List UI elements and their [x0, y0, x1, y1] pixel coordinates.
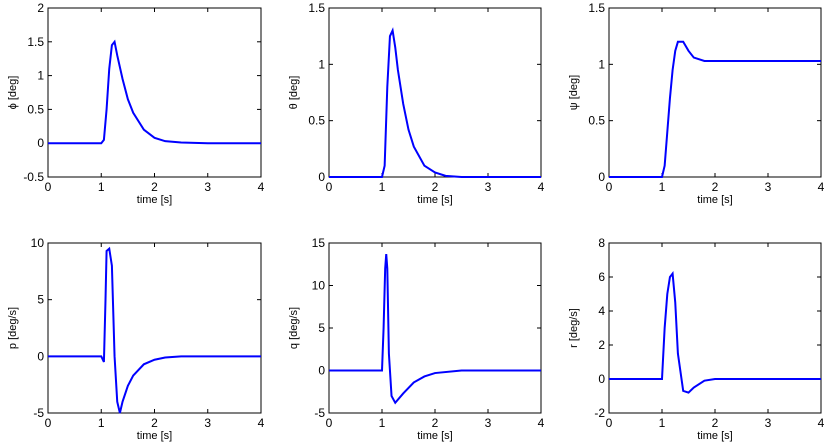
x-axis-label: time [s]: [137, 430, 172, 442]
x-axis-label: time [s]: [137, 194, 172, 206]
y-tick-label: 0: [318, 170, 325, 184]
y-tick-label: 5: [318, 321, 325, 335]
y-axis-label: p [deg/s]: [7, 307, 19, 349]
x-axis-label: time [s]: [697, 194, 732, 206]
data-line: [48, 39, 261, 145]
x-tick-label: 3: [765, 180, 772, 194]
x-axis-label: time [s]: [417, 194, 452, 206]
data-line: [329, 253, 541, 405]
y-tick-label: 8: [598, 236, 605, 250]
x-tick-label: 4: [258, 180, 265, 194]
x-tick-label: 0: [606, 416, 613, 430]
y-axis-label: q [deg/s]: [288, 307, 300, 349]
x-tick-label: 2: [712, 416, 719, 430]
y-tick-label: -5: [314, 406, 325, 420]
y-axis-label: ϕ [deg]: [7, 76, 19, 110]
plot-frame: [47, 7, 262, 178]
x-axis-label: time [s]: [697, 430, 732, 442]
x-tick-label: 1: [98, 416, 105, 430]
y-axis-label: θ [deg]: [288, 76, 300, 110]
y-tick-label: -0.5: [23, 170, 44, 184]
y-tick-label: 2: [598, 338, 605, 352]
plot-frame: [328, 242, 542, 414]
data-line: [329, 27, 541, 178]
y-tick-label: 10: [31, 236, 45, 250]
x-tick-label: 3: [204, 180, 211, 194]
y-tick-label: 1.5: [588, 1, 605, 15]
x-tick-label: 2: [432, 416, 439, 430]
x-tick-label: 1: [98, 180, 105, 194]
plot-frame: [608, 242, 822, 414]
y-tick-label: 0.5: [308, 114, 325, 128]
y-tick-label: 1.5: [27, 35, 44, 49]
x-tick-label: 4: [538, 180, 545, 194]
y-tick-label: 0.5: [588, 114, 605, 128]
plot-frame: [328, 7, 542, 178]
y-tick-label: 10: [312, 279, 326, 293]
x-tick-label: 1: [659, 416, 666, 430]
data-line: [609, 270, 821, 394]
x-tick-label: 0: [326, 180, 333, 194]
x-tick-label: 0: [45, 180, 52, 194]
x-tick-label: 1: [379, 180, 386, 194]
y-tick-label: 0: [598, 170, 605, 184]
x-axis-label: time [s]: [417, 430, 452, 442]
y-tick-label: 0: [318, 364, 325, 378]
y-tick-label: 4: [598, 304, 605, 318]
data-line: [609, 40, 821, 178]
x-tick-label: 3: [204, 416, 211, 430]
y-tick-label: 1: [318, 57, 325, 71]
y-tick-label: 0: [598, 372, 605, 386]
y-tick-label: 1: [37, 69, 44, 83]
plot-frame: [47, 242, 262, 414]
x-tick-label: 3: [485, 416, 492, 430]
x-tick-label: 0: [326, 416, 333, 430]
y-tick-label: 0: [37, 349, 44, 363]
y-tick-label: 15: [312, 236, 326, 250]
y-tick-label: 5: [37, 293, 44, 307]
x-tick-label: 1: [659, 180, 666, 194]
x-tick-label: 4: [818, 180, 825, 194]
y-tick-label: 6: [598, 270, 605, 284]
x-tick-label: 4: [538, 416, 545, 430]
y-tick-label: 0.5: [27, 102, 44, 116]
y-tick-label: 2: [37, 1, 44, 15]
x-tick-label: 0: [45, 416, 52, 430]
y-tick-label: 1.5: [308, 1, 325, 15]
y-tick-label: -2: [594, 406, 605, 420]
y-tick-label: -5: [33, 406, 44, 420]
y-axis-label: r [deg/s]: [568, 308, 580, 348]
x-tick-label: 0: [606, 180, 613, 194]
x-tick-label: 3: [485, 180, 492, 194]
y-tick-label: 0: [37, 136, 44, 150]
x-tick-label: 3: [765, 416, 772, 430]
data-line: [48, 246, 261, 414]
x-tick-label: 4: [818, 416, 825, 430]
x-tick-label: 4: [258, 416, 265, 430]
y-axis-label: ψ [deg]: [568, 75, 580, 110]
x-tick-label: 1: [379, 416, 386, 430]
x-tick-label: 2: [151, 180, 158, 194]
plot-frame: [608, 7, 822, 178]
y-tick-label: 1: [598, 57, 605, 71]
x-tick-label: 2: [432, 180, 439, 194]
x-tick-label: 2: [151, 416, 158, 430]
x-tick-label: 2: [712, 180, 719, 194]
